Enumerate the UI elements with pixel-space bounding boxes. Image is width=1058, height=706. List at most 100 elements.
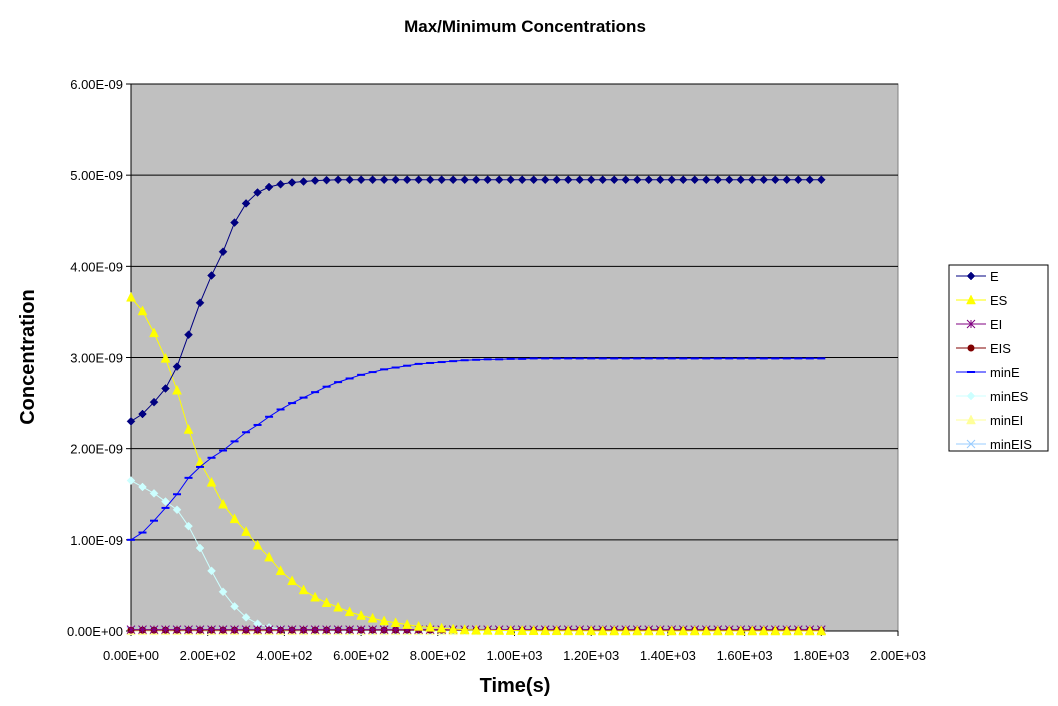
data-point [287, 178, 297, 187]
data-point [183, 423, 194, 434]
data-point [229, 513, 240, 524]
legend-marker [967, 344, 975, 352]
data-point [368, 175, 377, 185]
data-point [586, 625, 597, 636]
data-point [172, 384, 182, 395]
data-point [678, 625, 689, 636]
data-point [690, 175, 700, 185]
data-point [816, 625, 827, 636]
data-point [437, 175, 446, 185]
series-minE [127, 357, 826, 541]
data-point [218, 247, 228, 257]
x-tick-label: 0.00E+00 [103, 648, 159, 663]
data-point [172, 625, 182, 634]
data-point [805, 175, 815, 185]
data-point [471, 175, 481, 185]
x-tick-label: 1.20E+03 [563, 648, 619, 663]
data-point [184, 521, 193, 531]
y-tick-label: 3.00E-09 [70, 351, 123, 366]
y-tick-label: 5.00E-09 [70, 168, 123, 183]
data-point [298, 584, 309, 595]
legend-marker [966, 414, 976, 425]
data-point [483, 175, 493, 185]
y-tick-label: 6.00E-09 [70, 77, 123, 92]
data-point [552, 175, 562, 185]
data-point [241, 612, 251, 622]
data-point [218, 498, 228, 509]
data-point [264, 625, 274, 634]
data-point [770, 625, 781, 636]
data-point [356, 609, 367, 620]
data-point [517, 625, 528, 635]
data-point [149, 327, 159, 338]
data-point [413, 620, 424, 631]
data-point [621, 175, 631, 185]
x-tick-label: 8.00E+02 [410, 648, 466, 663]
x-tick-label: 4.00E+02 [256, 648, 312, 663]
data-point [609, 175, 619, 185]
legend-label: ES [990, 293, 1008, 308]
data-point [207, 566, 216, 576]
data-point [425, 175, 435, 185]
data-point [218, 587, 228, 597]
data-point [275, 565, 286, 576]
data-point [379, 615, 390, 626]
data-point [344, 606, 355, 617]
data-point [425, 621, 436, 632]
legend: E ES EI EIS minE minES minEI minEIS [948, 264, 1049, 452]
data-point [299, 625, 308, 634]
data-point [161, 384, 170, 393]
y-tick-label: 4.00E-09 [70, 259, 123, 274]
data-point [701, 625, 712, 636]
data-point [195, 298, 205, 308]
y-axis-ticks: 0.00E+00 1.00E-09 2.00E-09 3.00E-09 4.00E-09… [67, 77, 123, 639]
data-point [528, 625, 539, 635]
data-point [195, 543, 205, 553]
x-tick-label: 1.60E+03 [717, 648, 773, 663]
data-point [598, 175, 608, 185]
data-point [184, 330, 193, 340]
data-point [735, 625, 746, 636]
series-ES [126, 291, 827, 636]
data-point [793, 625, 804, 636]
data-point [310, 625, 320, 634]
data-point [666, 625, 677, 636]
data-point [747, 175, 757, 185]
data-point [609, 625, 620, 636]
data-point [667, 175, 677, 185]
data-point [655, 625, 666, 636]
data-point [781, 625, 792, 636]
legend-item: EIS [956, 341, 1011, 356]
data-point [161, 497, 170, 506]
data-point [126, 291, 136, 302]
x-tick-label: 1.80E+03 [793, 648, 849, 663]
data-point [379, 625, 389, 634]
data-point [678, 175, 688, 185]
legend-label: EIS [990, 341, 1011, 356]
data-point [321, 597, 332, 607]
x-axis-title: Time(s) [480, 675, 551, 697]
data-point [149, 397, 159, 407]
data-point [632, 625, 643, 636]
data-point [276, 625, 285, 634]
data-point [505, 624, 516, 635]
data-point [620, 625, 631, 636]
data-point [299, 177, 308, 186]
data-point [540, 175, 550, 185]
data-point [471, 624, 482, 635]
legend-item: ES [956, 293, 1008, 308]
data-point [138, 482, 147, 492]
y-axis-title: Concentration [17, 289, 39, 425]
y-tick-label: 1.00E-09 [70, 533, 123, 548]
data-point [506, 175, 516, 185]
data-point [345, 625, 354, 634]
data-point [494, 175, 504, 185]
data-point [241, 526, 251, 536]
data-point [126, 416, 136, 426]
data-point [160, 352, 171, 363]
data-point [758, 625, 769, 636]
data-point [414, 175, 423, 185]
data-point [402, 175, 412, 185]
data-point [161, 625, 170, 634]
data-point [218, 625, 228, 634]
